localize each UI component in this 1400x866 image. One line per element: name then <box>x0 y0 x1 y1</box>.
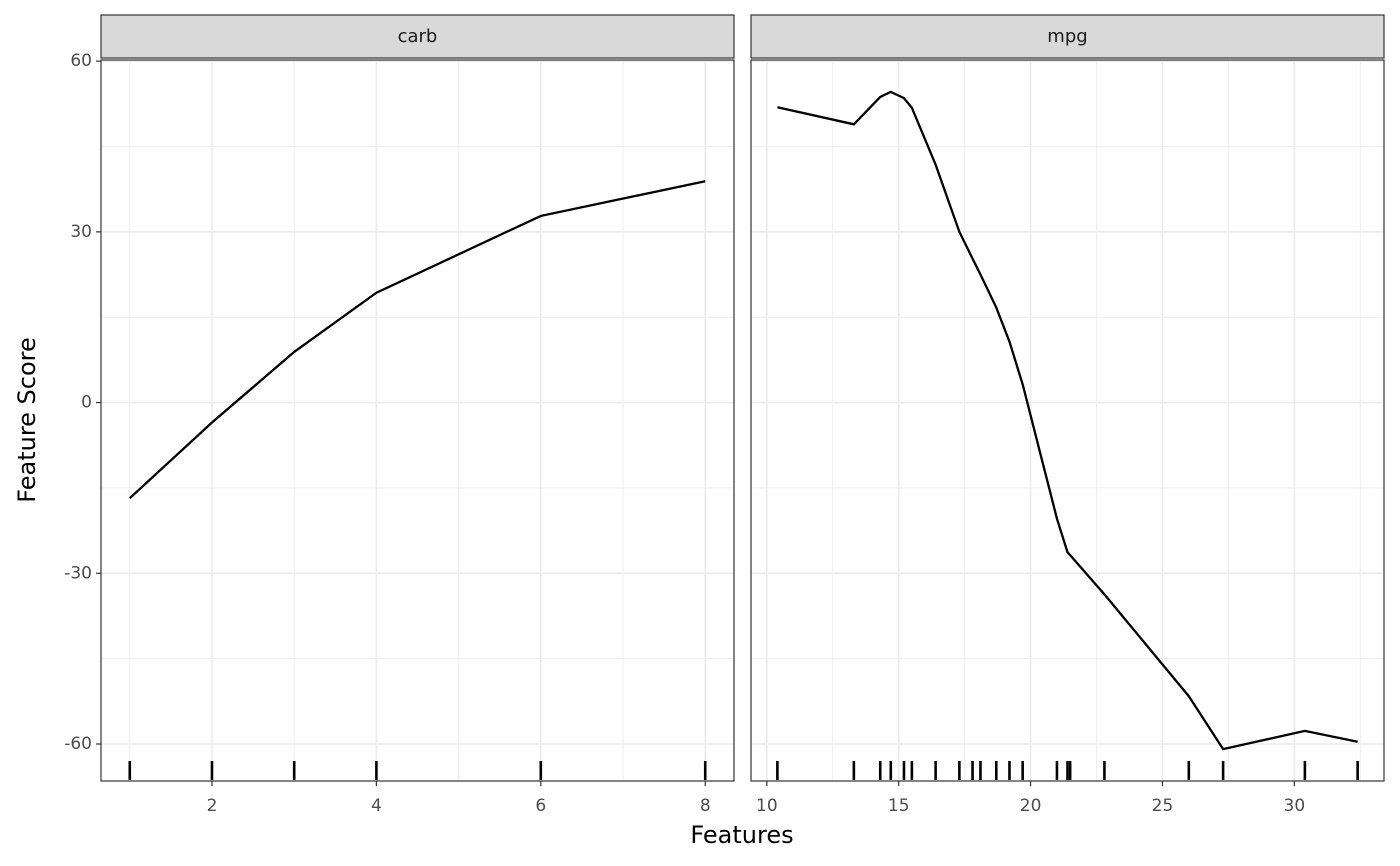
line <box>128 180 706 500</box>
y-tick-label: -30 <box>64 563 92 583</box>
panel-background <box>751 60 1384 781</box>
x-tick-label: 30 <box>1284 796 1306 816</box>
x-tick-label: 8 <box>700 796 711 816</box>
y-tick-label: 60 <box>70 51 92 71</box>
y-tick-label: 30 <box>70 222 92 242</box>
y-tick-label: -60 <box>64 734 92 754</box>
x-tick-label: 25 <box>1152 796 1174 816</box>
strip <box>750 14 1385 59</box>
panel-border <box>100 59 735 782</box>
x-tick-label: 2 <box>207 796 218 816</box>
x-tick-label: 6 <box>535 796 546 816</box>
strip-label: carb <box>398 26 438 47</box>
x-tick-label: 4 <box>371 796 382 816</box>
y-axis-title: Feature Score <box>13 337 41 503</box>
strip-label: mpg <box>1047 26 1087 47</box>
strip <box>100 14 735 59</box>
panel-background <box>101 60 734 781</box>
y-tick-label: 0 <box>81 393 92 413</box>
panel-border <box>750 59 1385 782</box>
x-axis-title: Features <box>690 821 793 849</box>
x-tick-label: 20 <box>1020 796 1042 816</box>
line <box>777 90 1358 751</box>
x-tick-label: 15 <box>888 796 910 816</box>
x-tick-label: 10 <box>756 796 778 816</box>
